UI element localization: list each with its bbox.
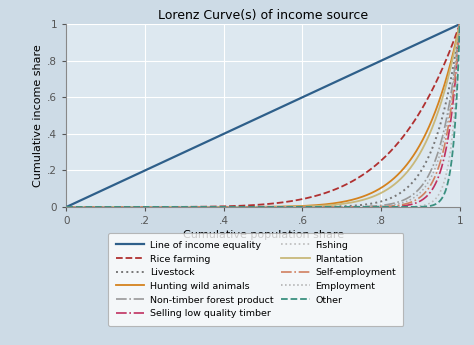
X-axis label: Cumulative population share: Cumulative population share (182, 230, 344, 240)
Title: Lorenz Curve(s) of income source: Lorenz Curve(s) of income source (158, 9, 368, 22)
Legend: Line of income equality, Rice farming, Livestock, Hunting wild animals, Non-timb: Line of income equality, Rice farming, L… (109, 233, 403, 326)
Y-axis label: Cumulative income share: Cumulative income share (33, 44, 43, 187)
